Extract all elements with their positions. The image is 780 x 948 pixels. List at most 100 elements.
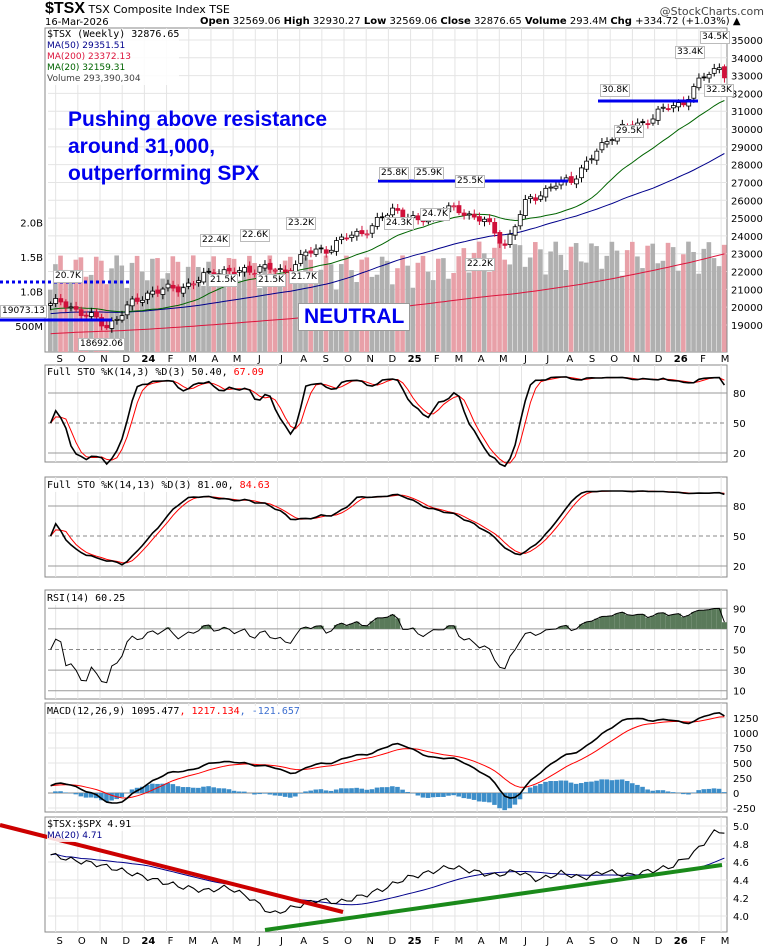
x-tick-label: A	[478, 354, 485, 365]
x-tick-label: F	[700, 354, 706, 365]
macd-histogram-bar	[481, 793, 487, 802]
volume-bar	[436, 258, 441, 352]
panel-frame	[44, 589, 728, 700]
ma50-line	[50, 153, 725, 315]
volume-bar	[68, 282, 74, 352]
rsi-overbought-fill	[681, 616, 687, 629]
rsi-overbought-fill	[665, 615, 671, 629]
macd-histogram-bar	[538, 783, 543, 793]
ratio-ma-line	[50, 853, 725, 906]
macd-histogram-bar	[619, 779, 625, 793]
candle-body	[568, 176, 574, 183]
macd-histogram-bar	[272, 793, 278, 796]
price-tick-label: 24000	[731, 232, 763, 243]
macd-histogram-bar	[99, 793, 104, 801]
candle-body	[73, 306, 79, 310]
x-tick-label: N	[633, 354, 640, 365]
macd-histogram-bar	[655, 790, 661, 793]
neutral-annotation: NEUTRAL	[298, 303, 411, 331]
candle-body	[129, 298, 135, 307]
x-tick-label: J	[523, 936, 527, 947]
volume-bar	[635, 256, 640, 352]
candle-body	[579, 167, 584, 179]
macd-histogram-bar	[420, 793, 426, 798]
ratio-tick-label: 4.0	[733, 912, 749, 923]
volume-bar	[466, 272, 472, 352]
price-tick-label: 34000	[731, 54, 763, 65]
candle-body	[53, 298, 59, 304]
candle-body	[63, 301, 69, 308]
x-tick-label: J	[523, 354, 527, 365]
candle-body	[599, 142, 605, 151]
volume-bar	[451, 272, 456, 352]
volume-bar	[681, 254, 686, 352]
candle-body	[323, 249, 329, 254]
rsi-legend: RSI(14) 60.25	[47, 593, 126, 605]
macd-histogram-bar	[497, 793, 502, 809]
price-label: 30.8K	[600, 84, 630, 97]
panel-frame	[44, 364, 728, 463]
volume-bar	[471, 252, 477, 352]
volume-bar	[543, 274, 548, 352]
ratio-tick-label: 4.8	[733, 840, 749, 851]
macd-histogram-bar	[589, 781, 594, 793]
candle-body	[308, 250, 314, 254]
volume-bar	[584, 262, 589, 352]
candle-body	[364, 233, 370, 236]
volume-bar	[604, 255, 610, 352]
macd-histogram-bar	[446, 793, 451, 796]
candle-body	[522, 199, 528, 216]
rsi-overbought-fill	[711, 608, 717, 629]
sto2-legend: Full STO %K(14,13) %D(3) 81.00, 84.63	[47, 480, 270, 492]
rsi-overbought-fill	[614, 613, 620, 629]
volume-bar	[691, 251, 696, 352]
macd-histogram-bar	[109, 793, 114, 801]
symbol: $TSX	[45, 0, 86, 17]
macd-histogram-bar	[522, 792, 528, 793]
candle-body	[543, 187, 549, 198]
macd-histogram-bar	[63, 792, 68, 793]
volume-bar	[461, 248, 467, 352]
candle-body	[553, 185, 559, 189]
macd-legend: MACD(12,26,9) 1095.477, 1217.134, -121.6…	[47, 706, 300, 718]
brand-logo: @StockCharts.com	[659, 5, 764, 18]
volume-bar	[252, 263, 257, 352]
rsi-overbought-fill	[451, 625, 457, 629]
x-tick-label: N	[633, 936, 640, 947]
macd-histogram-bar	[461, 793, 467, 799]
macd-histogram-bar	[614, 779, 620, 793]
x-tick-label: M	[188, 354, 197, 365]
candle-body	[226, 267, 232, 272]
candle-body	[497, 232, 503, 244]
macd-histogram-bar	[686, 793, 691, 795]
macd-histogram-bar	[395, 786, 400, 793]
volume-bar	[706, 242, 712, 352]
volume-bar	[650, 243, 656, 352]
price-label: 24.3K	[384, 217, 414, 230]
macd-histogram-bar	[548, 780, 553, 793]
macd-histogram-bar	[129, 789, 135, 793]
rsi-overbought-fill	[395, 618, 401, 629]
price-label: 25.9K	[414, 167, 444, 180]
volume-bar	[78, 257, 84, 352]
macd-histogram-bar	[665, 791, 671, 793]
candle-body	[390, 207, 396, 216]
candle-body	[589, 158, 595, 161]
rsi-overbought-fill	[609, 615, 615, 629]
volume-bar	[624, 250, 630, 352]
price-label: 21.5K	[208, 274, 238, 287]
volume-tick-label: 500M	[15, 322, 43, 333]
candle-body	[150, 290, 156, 295]
macd-histogram-bar	[640, 786, 645, 793]
volume-bar	[139, 271, 145, 352]
candle-body	[456, 205, 462, 214]
rsi-overbought-fill	[675, 613, 682, 629]
volume-bar	[119, 265, 125, 352]
candle-body	[492, 221, 498, 234]
x-tick-label: D	[389, 354, 397, 365]
price-tick-label: 29000	[731, 143, 763, 154]
x-tick-label: M	[233, 354, 242, 365]
volume-bar	[155, 258, 160, 352]
volume-bar	[711, 258, 717, 352]
